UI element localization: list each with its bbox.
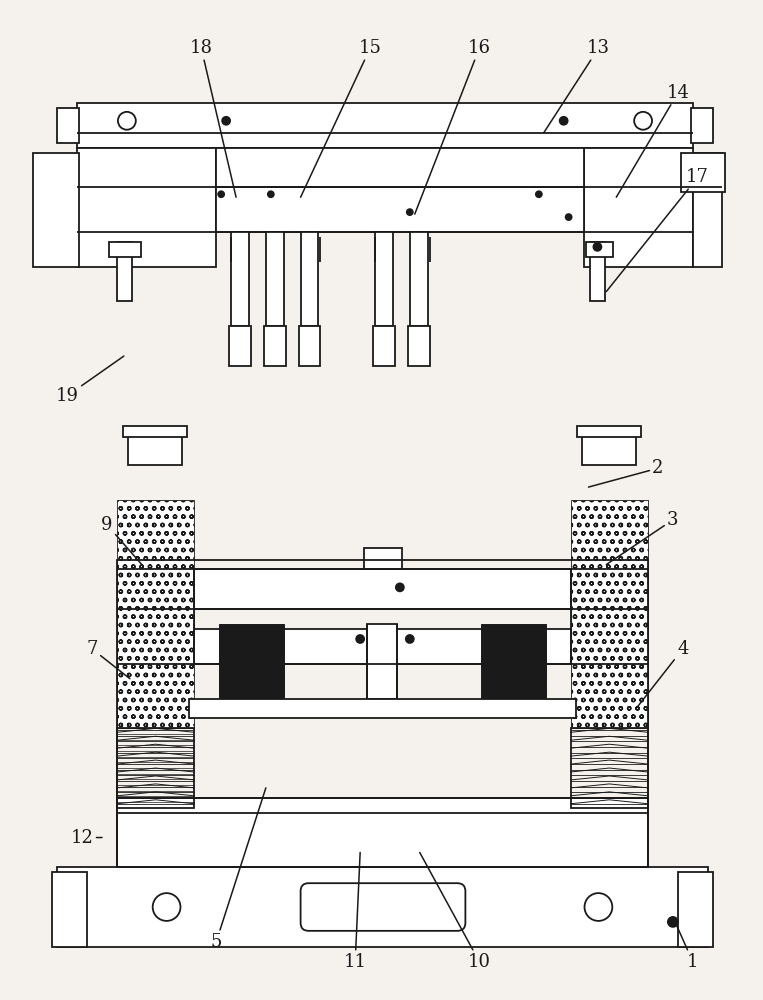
Bar xyxy=(364,548,402,569)
Bar xyxy=(266,232,284,326)
Circle shape xyxy=(668,917,678,927)
Text: 17: 17 xyxy=(607,168,709,292)
Bar xyxy=(229,326,251,366)
Bar xyxy=(77,103,693,148)
Bar xyxy=(693,153,723,267)
Bar xyxy=(373,326,395,366)
Text: 9: 9 xyxy=(101,516,142,565)
Circle shape xyxy=(268,191,274,197)
Bar xyxy=(53,872,87,947)
Bar xyxy=(367,624,397,699)
Text: 7: 7 xyxy=(86,640,130,679)
Bar xyxy=(33,153,79,267)
FancyBboxPatch shape xyxy=(301,883,465,931)
Bar xyxy=(128,435,182,465)
Text: 16: 16 xyxy=(415,39,491,214)
Circle shape xyxy=(218,191,224,197)
Circle shape xyxy=(565,214,571,220)
Bar xyxy=(375,232,393,326)
Bar xyxy=(407,326,430,366)
Circle shape xyxy=(560,117,568,125)
Bar xyxy=(571,728,648,808)
Bar xyxy=(189,699,575,718)
Text: 18: 18 xyxy=(190,39,236,197)
Bar xyxy=(264,326,285,366)
Circle shape xyxy=(356,635,364,643)
Bar xyxy=(216,148,584,232)
Bar xyxy=(481,624,546,699)
Bar xyxy=(581,435,636,465)
Bar xyxy=(117,560,648,867)
Text: 19: 19 xyxy=(56,356,124,405)
Text: 2: 2 xyxy=(588,459,664,487)
Bar xyxy=(571,500,648,728)
Bar xyxy=(584,148,693,267)
Bar xyxy=(585,242,613,257)
Circle shape xyxy=(536,191,542,197)
Bar xyxy=(678,872,713,947)
Circle shape xyxy=(594,243,601,251)
Text: 15: 15 xyxy=(301,39,382,197)
Text: 13: 13 xyxy=(544,39,610,133)
Bar xyxy=(117,242,132,301)
Circle shape xyxy=(407,209,413,215)
Text: 12: 12 xyxy=(71,829,102,847)
Bar xyxy=(77,148,216,267)
Text: 14: 14 xyxy=(617,84,689,197)
Bar xyxy=(117,500,195,728)
Bar xyxy=(57,867,707,947)
Bar xyxy=(298,326,320,366)
Circle shape xyxy=(222,117,230,125)
Bar xyxy=(195,629,571,664)
Bar xyxy=(123,426,188,437)
Bar xyxy=(591,242,605,301)
Bar xyxy=(57,108,79,143)
Text: 1: 1 xyxy=(673,917,698,971)
Bar xyxy=(117,798,648,867)
Text: 4: 4 xyxy=(636,640,688,708)
Bar xyxy=(301,232,318,326)
Bar xyxy=(219,624,284,699)
Bar xyxy=(117,728,195,808)
Text: 5: 5 xyxy=(211,788,266,951)
Bar xyxy=(691,108,713,143)
Text: 10: 10 xyxy=(420,852,491,971)
Text: 11: 11 xyxy=(343,852,367,971)
Bar xyxy=(231,232,249,326)
Bar xyxy=(681,153,726,192)
Bar xyxy=(577,426,641,437)
Circle shape xyxy=(396,583,404,591)
Circle shape xyxy=(406,635,414,643)
Bar xyxy=(410,232,427,326)
Text: 3: 3 xyxy=(607,511,678,565)
Bar xyxy=(195,569,571,609)
Bar xyxy=(109,242,140,257)
